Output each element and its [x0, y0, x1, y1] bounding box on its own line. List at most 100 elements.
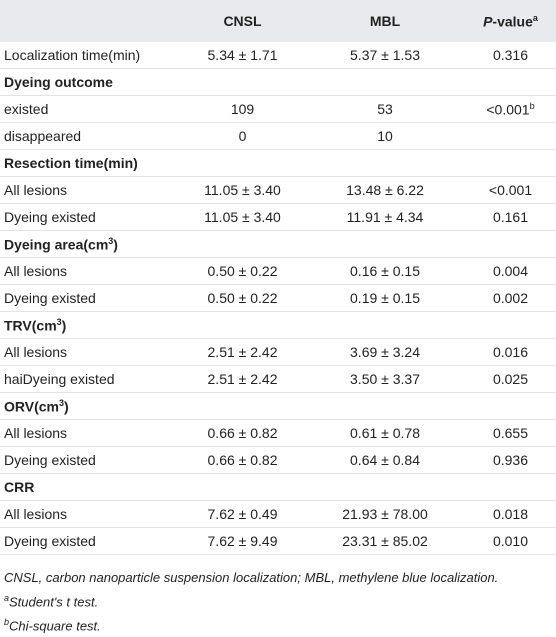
cell-text: 21.93 ± 78.00: [342, 506, 428, 522]
cell-text: 0.018: [492, 506, 529, 522]
cell-text: 0.010: [492, 533, 529, 549]
cell: 21.93 ± 78.00: [305, 501, 465, 528]
row-label: Localization time(min): [4, 47, 141, 63]
table-row: CRR: [0, 474, 556, 501]
cell-text: 3.50 ± 3.37: [350, 371, 420, 387]
cell-text: 0: [238, 128, 247, 144]
row-label: Dyeing existed: [4, 452, 96, 468]
row-label: All lesions: [4, 344, 68, 360]
heading-text: Dyeing outcome: [4, 74, 113, 90]
cell: 0.018: [465, 501, 556, 528]
section-heading: Resection time(min): [0, 150, 556, 177]
heading-sup: 3: [108, 235, 114, 246]
cell-text: 0.161: [492, 209, 529, 225]
header-cell: [0, 0, 180, 42]
cell-text: 0.16 ± 0.15: [350, 263, 420, 279]
section-heading: TRV(cm3): [0, 312, 556, 339]
footnote-text: Student's t test.: [9, 594, 99, 610]
header-cell: P-valuea: [465, 0, 556, 42]
cell-text: 5.34 ± 1.71: [207, 47, 278, 63]
heading-text: Resection time(min): [4, 155, 138, 171]
table-row: Dyeing existed 11.05 ± 3.40 11.91 ± 4.34 0.…: [0, 204, 556, 231]
cell-text: 13.48 ± 6.22: [346, 182, 424, 198]
heading-text: Dyeing area(cm: [4, 236, 109, 253]
cell: <0.001b: [465, 96, 556, 123]
cell: 0: [180, 123, 305, 150]
cell-text: 0.66 ± 0.82: [207, 425, 278, 441]
cell-text: 109: [230, 101, 255, 117]
cell: 0.50 ± 0.22: [180, 285, 305, 312]
cell: <0.001: [465, 177, 556, 204]
cell: 11.05 ± 3.40: [180, 204, 305, 231]
cell: 0.010: [465, 528, 556, 555]
cell-text: 0.936: [492, 452, 529, 468]
cell: 0.016: [465, 339, 556, 366]
section-heading: ORV(cm3): [0, 393, 556, 420]
table-row: ORV(cm3): [0, 393, 556, 420]
cell-text: 11.05 ± 3.40: [204, 209, 281, 225]
cell-text: 0.025: [492, 371, 529, 387]
row-label: All lesions: [4, 182, 68, 198]
header-text: -value: [492, 13, 533, 30]
heading-text: ORV(cm: [4, 398, 59, 415]
table-row: Localization time(min) 5.34 ± 1.71 5.37 ± …: [0, 42, 556, 69]
cell: 0.61 ± 0.78: [305, 420, 465, 447]
cell: 10: [305, 123, 465, 150]
cell: 0.936: [465, 447, 556, 474]
table-row: All lesions 7.62 ± 0.49 21.93 ± 78.00 0.018: [0, 501, 556, 528]
footnote: aStudent's t test.: [4, 588, 556, 612]
cell: 0.16 ± 0.15: [305, 258, 465, 285]
heading-text: ): [113, 236, 118, 253]
cell: 2.51 ± 2.42: [180, 339, 305, 366]
cell: 0.19 ± 0.15: [305, 285, 465, 312]
cell: 11.05 ± 3.40: [180, 177, 305, 204]
header-sup: a: [532, 12, 538, 23]
header-row: CNSL MBL P-valuea: [0, 0, 556, 42]
header-cell: MBL: [305, 0, 465, 42]
row-label: disappeared: [4, 128, 82, 144]
row-label: All lesions: [4, 425, 68, 441]
section-heading: Dyeing area(cm3): [0, 231, 556, 258]
table-body: Localization time(min) 5.34 ± 1.71 5.37 ± …: [0, 42, 556, 555]
cell: 0.50 ± 0.22: [180, 258, 305, 285]
header-cell: CNSL: [180, 0, 305, 42]
cell-text: 0.50 ± 0.22: [207, 263, 278, 279]
footnote-text: CNSL, carbon nanoparticle suspension loc…: [4, 570, 499, 585]
table-row: existed 109 53 <0.001b: [0, 96, 556, 123]
cell: 0.66 ± 0.82: [180, 447, 305, 474]
cell: 11.91 ± 4.34: [305, 204, 465, 231]
cell-text: 10: [377, 128, 393, 144]
section-heading: Dyeing outcome: [0, 69, 556, 96]
cell: 5.37 ± 1.53: [305, 42, 465, 69]
heading-text: ): [64, 398, 69, 415]
table-row: Dyeing existed 0.50 ± 0.22 0.19 ± 0.15 0.00…: [0, 285, 556, 312]
row-label: haiDyeing existed: [4, 371, 115, 387]
cell: 7.62 ± 0.49: [180, 501, 305, 528]
table-row: Dyeing existed 0.66 ± 0.82 0.64 ± 0.84 0.93…: [0, 447, 556, 474]
row-label: All lesions: [4, 263, 68, 279]
row-label: Dyeing existed: [4, 533, 96, 549]
cell-text: 2.51 ± 2.42: [207, 371, 278, 387]
cell-text: 2.51 ± 2.42: [207, 344, 278, 360]
table-header: CNSL MBL P-valuea: [0, 0, 556, 42]
table-row: Dyeing outcome: [0, 69, 556, 96]
heading-sup: 3: [56, 316, 62, 327]
cell-text: 11.05 ± 3.40: [204, 182, 281, 198]
cell-text: 0.004: [492, 263, 529, 279]
table-row: All lesions 0.66 ± 0.82 0.61 ± 0.78 0.655: [0, 420, 556, 447]
cell-text: 0.61 ± 0.78: [350, 425, 420, 441]
row-label: All lesions: [4, 506, 68, 522]
cell: 13.48 ± 6.22: [305, 177, 465, 204]
cell-sup: b: [529, 100, 535, 111]
cell-text: 0.66 ± 0.82: [207, 452, 278, 468]
table-row: All lesions 2.51 ± 2.42 3.69 ± 3.24 0.016: [0, 339, 556, 366]
cell: 109: [180, 96, 305, 123]
cell-text: 3.69 ± 3.24: [350, 344, 420, 360]
cell: 7.62 ± 9.49: [180, 528, 305, 555]
table-row: Dyeing area(cm3): [0, 231, 556, 258]
cell-text: <0.001: [486, 101, 530, 118]
table-row: haiDyeing existed 2.51 ± 2.42 3.50 ± 3.37 0…: [0, 366, 556, 393]
cell: 0.655: [465, 420, 556, 447]
table-row: Resection time(min): [0, 150, 556, 177]
